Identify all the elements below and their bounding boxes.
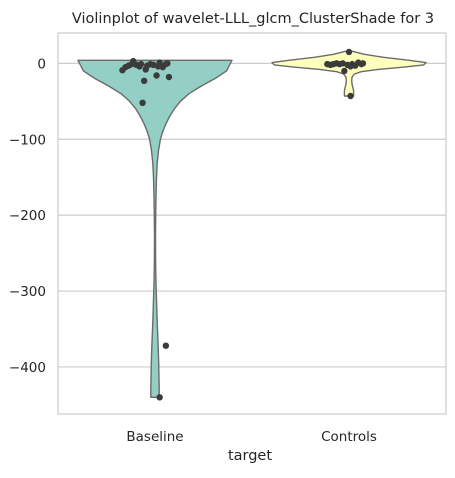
data-point-controls (360, 60, 366, 66)
data-point-baseline (138, 61, 144, 67)
chart-title: Violinplot of wavelet-LLL_glcm_ClusterSh… (72, 11, 434, 27)
y-tick-label: −100 (9, 132, 46, 148)
x-axis-title: target (228, 448, 272, 464)
violins (78, 51, 426, 397)
violin-controls (272, 51, 426, 96)
grid-lines (58, 63, 446, 367)
violin-baseline (78, 60, 232, 397)
y-tick-label: −200 (9, 208, 46, 224)
data-point-baseline (141, 78, 147, 84)
data-point-baseline (153, 72, 159, 78)
y-tick-label: −300 (9, 284, 46, 300)
data-point-controls (341, 68, 347, 74)
data-point-controls (346, 49, 352, 55)
y-tick-label: −400 (9, 360, 46, 376)
data-point-controls (347, 93, 353, 99)
data-point-baseline (164, 60, 170, 66)
x-tick-label: Baseline (126, 429, 183, 445)
data-point-baseline (166, 74, 172, 80)
y-tick-label: 0 (37, 56, 46, 72)
data-point-baseline (163, 342, 169, 348)
x-tick-label: Controls (321, 429, 377, 445)
y-axis-tick-labels: 0 −100 −200 −300 −400 (9, 56, 46, 376)
x-axis-tick-labels: Baseline Controls (126, 429, 377, 445)
data-point-baseline (156, 394, 162, 400)
data-point-baseline (139, 100, 145, 106)
